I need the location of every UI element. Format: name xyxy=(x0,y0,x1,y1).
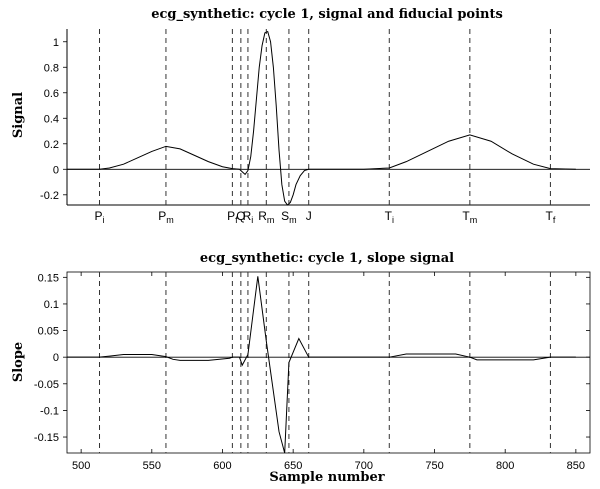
fiducial-label-sub: i xyxy=(392,215,394,225)
signal-y-ticks: -0.2 0 0.2 0.4 0.6 0.8 1 xyxy=(40,37,67,202)
signal-series-line xyxy=(67,30,576,206)
fiducial-label: Pf xyxy=(227,209,238,225)
y-tick-label: 0.2 xyxy=(44,139,59,151)
fiducial-label: Pm xyxy=(158,209,174,225)
fiducial-label-base: P xyxy=(95,209,103,223)
fiducial-label-sub: m xyxy=(470,215,478,225)
slope-plot-frame xyxy=(66,271,591,454)
fiducial-label-base: P xyxy=(227,209,235,223)
x-tick-label: 650 xyxy=(284,460,302,472)
slope-x-ticks: 500 550 600 650 700 750 800 850 xyxy=(72,272,585,472)
fiducial-label-base: R xyxy=(243,209,252,223)
fiducial-label: Ri xyxy=(243,209,254,225)
slope-y-axis-label: Slope xyxy=(11,342,26,382)
x-tick-label: 700 xyxy=(355,460,373,472)
slope-x-axis-label: Sample number xyxy=(269,470,384,485)
y-tick-label: 0.1 xyxy=(44,299,59,311)
slope-chart-title: ecg_synthetic: cycle 1, slope signal xyxy=(200,251,454,266)
fiducial-label-sub: f xyxy=(235,215,238,225)
fiducial-label: Tm xyxy=(462,209,477,225)
fiducial-label: Pi xyxy=(95,209,105,225)
fiducial-label: Ti xyxy=(385,209,394,225)
signal-fiducial-lines xyxy=(99,29,551,205)
fiducial-label-base: J xyxy=(306,209,312,223)
y-tick-label: 0.4 xyxy=(44,113,59,125)
y-tick-label: 0.15 xyxy=(38,272,59,284)
fiducial-label: Q xyxy=(236,209,245,223)
fiducial-label: Tf xyxy=(545,209,555,225)
y-tick-label: 0.6 xyxy=(44,88,59,100)
x-tick-label: 600 xyxy=(213,460,231,472)
fiducial-label-sub: m xyxy=(267,215,275,225)
x-tick-label: 750 xyxy=(425,460,443,472)
x-tick-label: 800 xyxy=(496,460,514,472)
fiducial-label-base: S xyxy=(281,209,289,223)
y-tick-label: 0 xyxy=(53,352,59,364)
y-tick-label: -0.2 xyxy=(40,190,59,202)
slope-series-line xyxy=(67,276,576,454)
fiducial-label-sub: i xyxy=(103,215,105,225)
fiducial-label-sub: i xyxy=(251,215,253,225)
y-tick-label: -0.15 xyxy=(34,432,59,444)
signal-y-axis-label: Signal xyxy=(11,92,26,138)
fiducial-label-base: T xyxy=(385,209,393,223)
fiducial-label-base: Q xyxy=(236,209,245,223)
signal-chart-title: ecg_synthetic: cycle 1, signal and fiduc… xyxy=(151,7,503,22)
y-tick-label: 0.8 xyxy=(44,62,59,74)
fiducial-label: Sm xyxy=(281,209,297,225)
fiducial-label-base: T xyxy=(462,209,470,223)
slope-y-ticks: -0.15 -0.1 -0.05 0 0.05 0.1 0.15 xyxy=(34,272,590,444)
slope-fiducial-lines xyxy=(99,272,551,453)
fiducial-label-sub: m xyxy=(166,215,174,225)
y-tick-label: 0.05 xyxy=(38,326,59,338)
x-tick-label: 550 xyxy=(143,460,161,472)
slope-panel: ecg_synthetic: cycle 1, slope signal Slo… xyxy=(11,251,591,485)
fiducial-label-base: P xyxy=(158,209,166,223)
fiducial-label-base: T xyxy=(545,209,553,223)
fiducial-label-sub: f xyxy=(553,215,556,225)
y-tick-label: 1 xyxy=(53,37,59,49)
fiducial-label-sub: m xyxy=(289,215,297,225)
y-tick-label: -0.05 xyxy=(34,379,59,391)
fiducial-label-base: R xyxy=(258,209,267,223)
fiducial-label: Rm xyxy=(258,209,274,225)
x-tick-label: 850 xyxy=(567,460,585,472)
y-tick-label: 0 xyxy=(53,164,59,176)
signal-panel: ecg_synthetic: cycle 1, signal and fiduc… xyxy=(11,7,590,225)
y-tick-label: -0.1 xyxy=(40,405,59,417)
fiducial-label: J xyxy=(306,209,312,223)
x-tick-label: 500 xyxy=(72,460,90,472)
